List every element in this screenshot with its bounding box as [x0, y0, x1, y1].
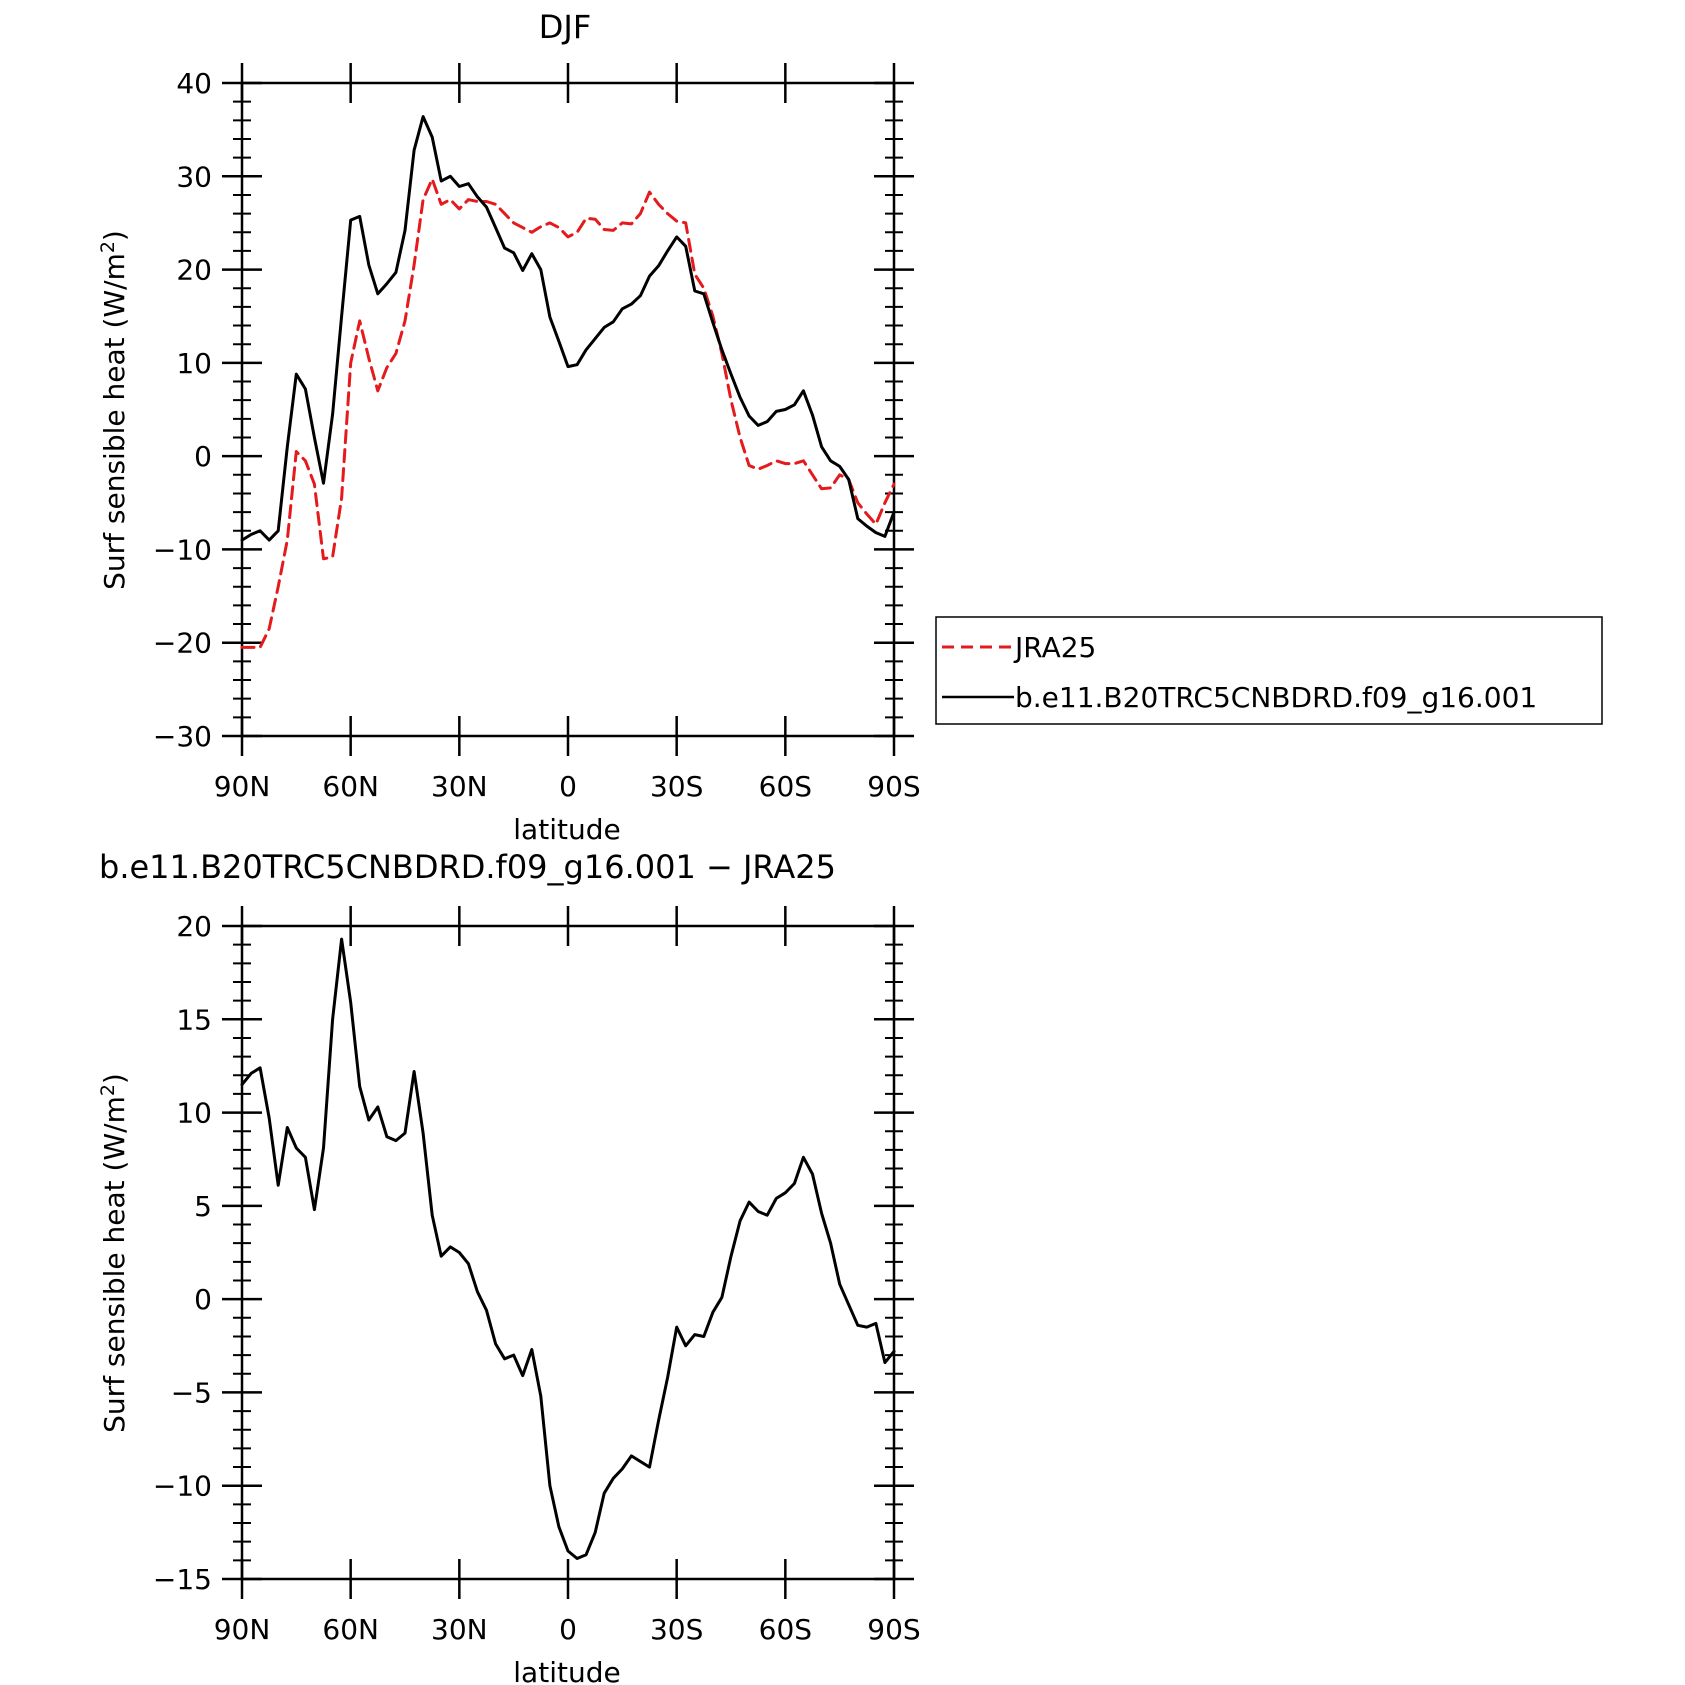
top-series-line-1: [240, 115, 896, 542]
bottom-x-tick-label: 60N: [322, 1613, 379, 1646]
top-y-axis-label-close: ): [98, 230, 131, 241]
top-x-tick-labels: 90N 60N 30N 0 30S 60S 90S: [214, 770, 921, 803]
top-series-lines: [240, 115, 896, 649]
top-y-axis-label-main: Surf sensible heat (W/m: [98, 253, 131, 590]
top-y-axis-label-sup: 2: [97, 241, 119, 253]
bottom-chart-title: b.e11.B20TRC5CNBDRD.f09_g16.001 − JRA25: [99, 848, 836, 886]
top-x-tick-label: 30S: [650, 770, 703, 803]
bottom-x-axis-label: latitude: [513, 1656, 620, 1685]
bottom-y-axis-label-sup: 2: [97, 1084, 119, 1096]
bottom-y-tick-label: 20: [176, 910, 212, 943]
bottom-x-tick-label: 90S: [867, 1613, 920, 1646]
bottom-x-tick-label: 0: [559, 1613, 577, 1646]
legend-label-jra25: JRA25: [1013, 631, 1096, 664]
bottom-y-tick-label: 15: [176, 1003, 212, 1036]
bottom-y-tick-label: 5: [194, 1190, 212, 1223]
top-x-tick-label: 60S: [759, 770, 812, 803]
top-plot-frame: [240, 81, 896, 738]
bottom-y-axis-label-main: Surf sensible heat (W/m: [98, 1096, 131, 1433]
legend-box: [935, 616, 1603, 725]
bottom-y-tick-label: −15: [153, 1563, 212, 1596]
bottom-y-axis-label: Surf sensible heat (W/m2): [97, 1073, 131, 1433]
bottom-series-line-0: [240, 937, 896, 1560]
top-y-tick-label: −10: [153, 533, 212, 566]
top-x-axis-label: latitude: [513, 813, 620, 846]
bottom-y-tick-label: −10: [153, 1470, 212, 1503]
bottom-y-axis-label-close: ): [98, 1073, 131, 1084]
legend: JRA25 b.e11.B20TRC5CNBDRD.f09_g16.001: [935, 616, 1603, 725]
top-tick-marks: [222, 63, 914, 756]
top-y-tick-label: 30: [176, 160, 212, 193]
bottom-y-tick-labels: −15 −10 −5 0 5 10 15 20: [153, 910, 212, 1596]
panel-difference: b.e11.B20TRC5CNBDRD.f09_g16.001 − JRA25 …: [97, 848, 921, 1685]
top-x-tick-label: 90N: [214, 770, 271, 803]
bottom-x-tick-label: 60S: [759, 1613, 812, 1646]
bottom-x-tick-labels: 90N 60N 30N 0 30S 60S 90S: [214, 1613, 921, 1646]
top-y-tick-label: −20: [153, 627, 212, 660]
top-y-tick-label: 10: [176, 347, 212, 380]
top-x-tick-label: 90S: [867, 770, 920, 803]
top-chart-title: DJF: [539, 8, 591, 46]
top-y-axis-label: Surf sensible heat (W/m2): [97, 230, 131, 590]
bottom-y-tick-label: −5: [171, 1376, 212, 1409]
bottom-y-tick-label: 0: [194, 1283, 212, 1316]
top-y-tick-label: 40: [176, 67, 212, 100]
legend-label-model: b.e11.B20TRC5CNBDRD.f09_g16.001: [1015, 681, 1537, 714]
top-x-tick-label: 60N: [322, 770, 379, 803]
top-y-tick-label: 0: [194, 440, 212, 473]
bottom-tick-marks: [222, 906, 914, 1599]
bottom-x-tick-label: 30N: [431, 1613, 488, 1646]
bottom-plot-frame: [240, 924, 896, 1581]
bottom-series-lines: [240, 937, 896, 1560]
bottom-x-tick-label: 30S: [650, 1613, 703, 1646]
bottom-y-tick-label: 10: [176, 1097, 212, 1130]
top-y-tick-labels: −30 −20 −10 0 10 20 30 40: [153, 67, 212, 753]
top-y-tick-label: −30: [153, 720, 212, 753]
top-x-tick-label: 0: [559, 770, 577, 803]
top-series-line-0: [240, 177, 896, 649]
top-y-tick-label: 20: [176, 254, 212, 287]
top-x-tick-label: 30N: [431, 770, 488, 803]
bottom-x-tick-label: 90N: [214, 1613, 271, 1646]
